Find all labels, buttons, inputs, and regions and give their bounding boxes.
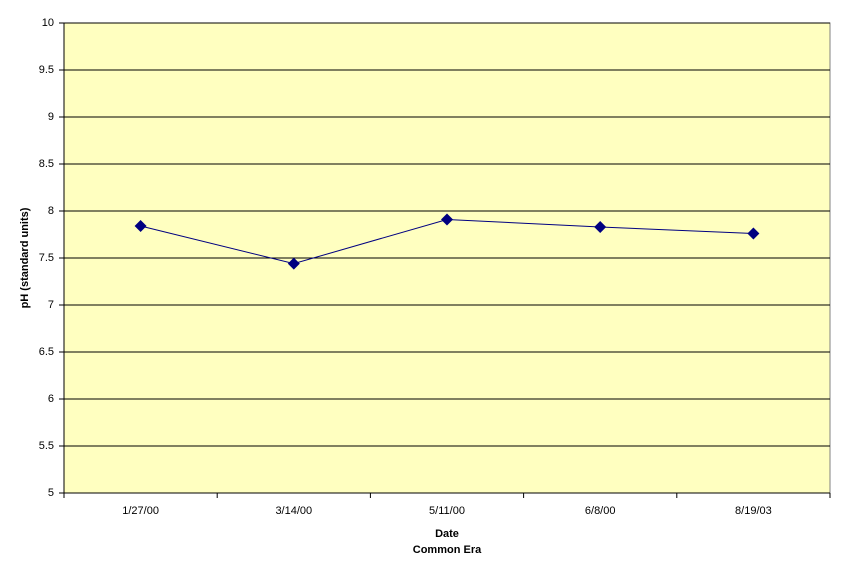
y-tick-label: 8 [48,205,54,217]
x-axis-sublabel: Common Era [413,544,482,556]
data-marker [594,220,607,233]
y-tick-label: 5 [48,487,54,499]
x-tick-label: 6/8/00 [585,505,616,517]
x-tick-label: 5/11/00 [429,505,465,517]
y-tick-label: 10 [42,17,54,29]
y-tick-label: 8.5 [39,158,54,170]
x-axis-label: Date [435,528,459,540]
data-marker [134,220,147,233]
x-tick-label: 8/19/03 [735,505,772,517]
y-tick-label: 9 [48,111,54,123]
x-tick-label: 3/14/00 [275,505,312,517]
y-tick-label: 5.5 [39,440,54,452]
x-tick-label: 1/27/00 [122,505,159,517]
data-marker [287,257,300,270]
y-tick-label: 9.5 [39,64,54,76]
y-axis-label: pH (standard units) [19,207,31,308]
data-marker [441,213,453,226]
data-marker [747,227,760,240]
y-tick-label: 6.5 [39,346,54,358]
y-tick-label: 6 [48,393,54,405]
y-tick-label: 7.5 [39,252,54,264]
y-tick-label: 7 [48,299,54,311]
